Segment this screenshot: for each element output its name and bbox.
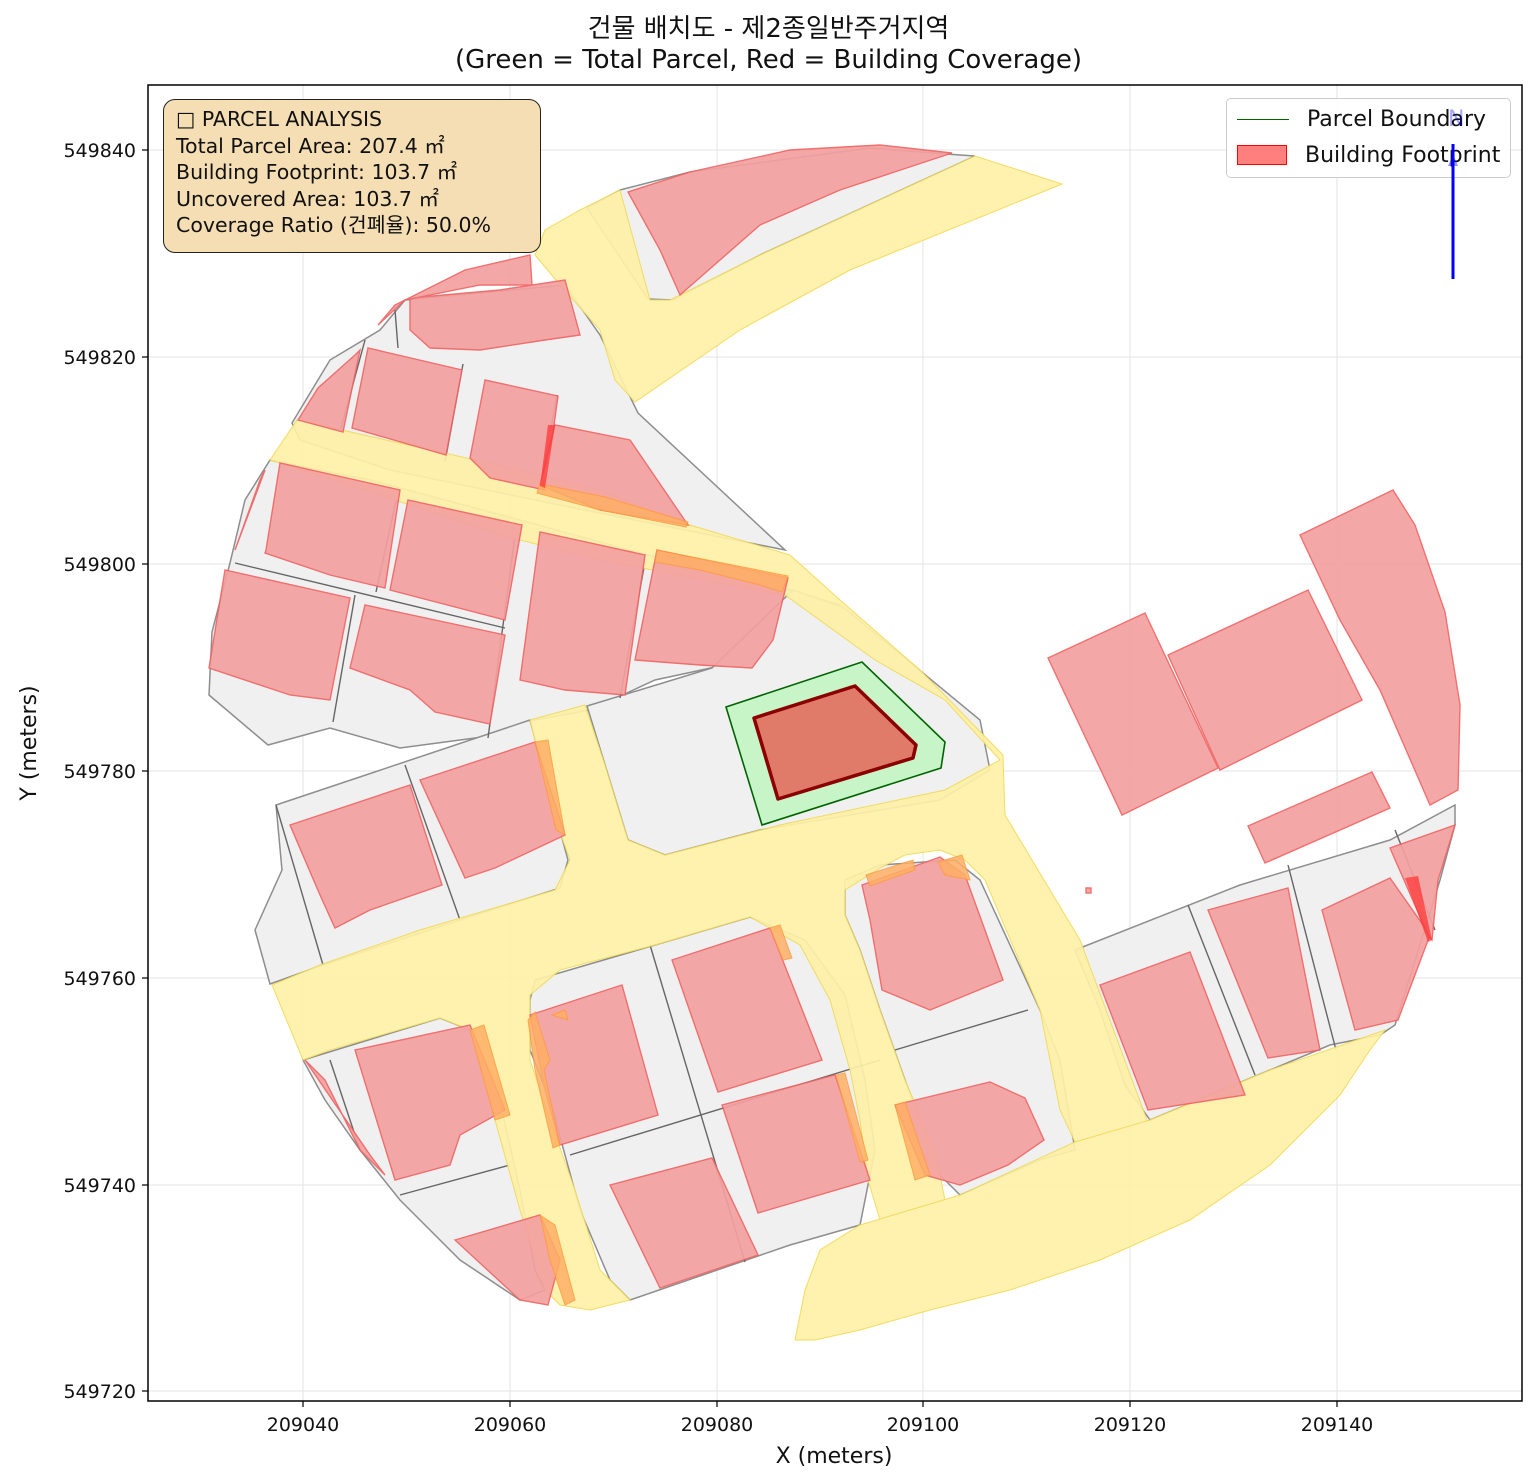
context-building [289, 784, 443, 929]
context-building [1047, 612, 1219, 816]
overlap [539, 1213, 576, 1306]
context-building [626, 144, 953, 297]
context-building [264, 462, 401, 589]
x-tick-label: 209100 [887, 1414, 960, 1436]
north-label: N [1448, 107, 1464, 132]
y-tick-label: 549720 [63, 1381, 136, 1403]
context-building [234, 469, 266, 551]
overlap [534, 739, 566, 836]
x-tick-label: 209120 [1094, 1414, 1167, 1436]
uncovered-area: Uncovered Area: 103.7 ㎡ [176, 186, 439, 211]
overlap [937, 854, 971, 881]
legend-label: Building Footprint [1305, 142, 1501, 168]
y-tick-label: 549740 [63, 1175, 136, 1197]
x-tick-label: 209140 [1301, 1414, 1374, 1436]
overlap [654, 549, 789, 593]
context-building [721, 1074, 871, 1214]
context-building [419, 741, 566, 879]
context-building [208, 569, 351, 701]
context-building [349, 604, 506, 725]
legend-item-building: Building Footprint [1237, 140, 1500, 170]
building-footprint-area: Building Footprint: 103.7 ㎡ [176, 160, 458, 184]
road [534, 155, 1064, 403]
context-building [304, 1059, 386, 1176]
context-buildings [208, 144, 1461, 1306]
legend-line-swatch [1237, 118, 1289, 120]
y-tick-label: 549780 [63, 761, 136, 783]
context-building [453, 1214, 561, 1306]
overlap-layer [469, 483, 971, 1306]
context-building [377, 254, 533, 326]
legend-item-parcel: Parcel Boundary [1237, 104, 1486, 134]
context-building [296, 347, 362, 433]
coverage-ratio: Coverage Ratio (건폐율): 50.0% [176, 213, 492, 237]
x-tick-label: 209060 [474, 1414, 547, 1436]
y-axis-label: Y (meters) [17, 685, 42, 801]
subject-building [752, 684, 918, 801]
x-axis-label: X (meters) [776, 1444, 893, 1469]
x-tick-label: 209080 [681, 1414, 754, 1436]
overlap [894, 1101, 931, 1181]
tick-marks [142, 149, 1338, 1407]
parcel-analysis-box: □ PARCEL ANALYSIS Total Parcel Area: 207… [163, 99, 541, 253]
overlap [865, 859, 916, 887]
axes-frame [147, 84, 1523, 1402]
context-building [1099, 951, 1246, 1111]
context-building [1167, 589, 1363, 771]
accent-layer [540, 425, 1432, 942]
context-building [351, 347, 463, 456]
accent [540, 425, 555, 488]
accent [1405, 876, 1432, 942]
context-building [1085, 887, 1092, 894]
north-arrow-icon: N [1448, 107, 1464, 279]
road [794, 1028, 1387, 1341]
overlap [835, 1072, 869, 1163]
context-building [519, 531, 646, 696]
context-building [608, 1157, 759, 1289]
legend-patch-swatch [1237, 145, 1287, 165]
context-building [671, 927, 823, 1093]
overlap [769, 924, 793, 961]
context-building [1207, 887, 1321, 1059]
overlap [550, 1009, 569, 1021]
x-tick-label: 209040 [267, 1414, 340, 1436]
y-tick-label: 549820 [63, 347, 136, 369]
context-building [1247, 771, 1391, 864]
context-building [894, 1081, 1045, 1186]
context-building [389, 499, 523, 621]
analysis-heading: □ PARCEL ANALYSIS [176, 107, 383, 131]
context-building [1299, 489, 1461, 806]
chart-title: 건물 배치도 - 제2종일반주거지역 [587, 14, 950, 44]
y-tick-label: 549760 [63, 968, 136, 990]
legend-label: Parcel Boundary [1307, 106, 1487, 132]
legend: Parcel Boundary Building Footprint [1226, 98, 1511, 178]
y-tick-label: 549840 [63, 140, 136, 162]
total-parcel-area: Total Parcel Area: 207.4 ㎡ [176, 133, 445, 158]
y-tick-label: 549800 [63, 554, 136, 576]
context-building [409, 279, 581, 351]
overlap [469, 1024, 511, 1121]
context-building [1321, 877, 1431, 1031]
overlap [536, 483, 689, 528]
chart-subtitle: (Green = Total Parcel, Red = Building Co… [455, 45, 1082, 75]
context-building [354, 1024, 506, 1181]
overlap [527, 1010, 561, 1149]
